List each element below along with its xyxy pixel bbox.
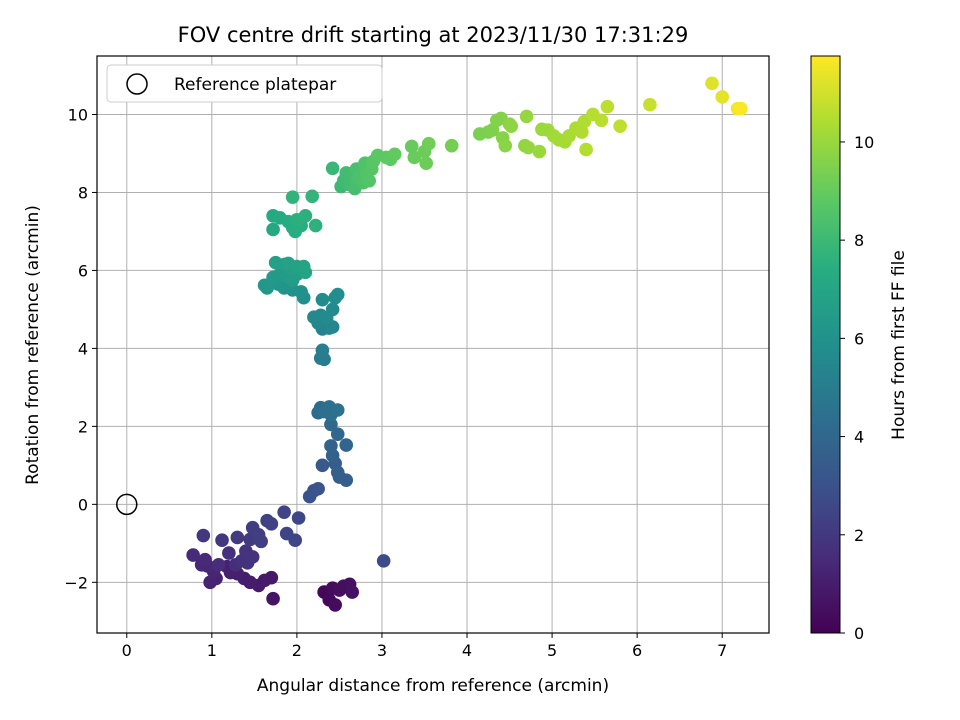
data-point	[215, 533, 229, 548]
data-point	[311, 481, 325, 496]
data-point	[330, 403, 345, 417]
grid-lines	[97, 56, 769, 633]
data-point	[407, 150, 422, 165]
data-point	[285, 190, 300, 204]
y-tick-label: 2	[78, 417, 88, 436]
data-point	[715, 90, 730, 104]
colorbar-tick-label: 0	[854, 624, 864, 643]
y-tick-label: −2	[64, 573, 88, 592]
data-point	[579, 142, 593, 157]
data-point	[330, 427, 345, 441]
data-point	[186, 548, 200, 562]
data-point	[211, 557, 226, 572]
legend: Reference platepar	[106, 64, 383, 103]
data-point	[532, 144, 547, 159]
x-tick-label: 5	[547, 641, 557, 660]
data-point	[613, 119, 627, 133]
y-tick-label: 4	[78, 339, 88, 358]
colorbar-tick-label: 10	[854, 133, 874, 152]
colorbar	[810, 55, 841, 634]
data-point	[387, 147, 402, 162]
data-point	[519, 109, 534, 124]
data-point	[734, 101, 748, 116]
x-axis-ticks: 0 1 2 3 4 5 6 7	[122, 633, 727, 660]
x-tick-label: 3	[377, 641, 387, 660]
data-point	[376, 554, 391, 568]
data-point	[264, 517, 279, 531]
data-point	[305, 189, 320, 204]
data-point	[705, 76, 719, 91]
data-point	[268, 255, 283, 270]
data-point	[575, 125, 589, 139]
data-point	[330, 287, 345, 302]
data-point	[325, 161, 340, 176]
x-tick-label: 1	[207, 641, 217, 660]
data-point	[328, 598, 342, 612]
data-point	[339, 438, 354, 452]
chart-title: FOV centre drift starting at 2023/11/30 …	[178, 23, 689, 47]
data-point	[266, 591, 280, 606]
data-point	[203, 575, 217, 590]
data-point	[600, 99, 615, 114]
data-point	[324, 417, 338, 432]
reference-platepar-marker	[116, 493, 138, 516]
legend-entry: Reference platepar	[174, 75, 336, 95]
data-point	[315, 343, 330, 358]
data-point	[419, 156, 433, 171]
colorbar-tick-label: 2	[854, 526, 864, 545]
data-point	[266, 222, 280, 237]
colorbar-tick-label: 6	[854, 329, 864, 348]
data-point	[643, 97, 657, 112]
colorbar-label: Hours from first FF file	[889, 250, 909, 440]
colorbar-ticks: 0 2 4 6 8 10	[840, 133, 874, 643]
data-point	[315, 292, 330, 307]
x-tick-label: 6	[632, 641, 642, 660]
data-point	[325, 302, 340, 317]
y-tick-label: 8	[78, 183, 88, 202]
data-point	[404, 139, 419, 154]
data-point	[245, 550, 260, 564]
legend-marker	[126, 73, 148, 95]
data-point	[421, 136, 436, 151]
y-tick-label: 6	[78, 261, 88, 280]
y-tick-label: 0	[78, 495, 88, 514]
data-point	[504, 119, 519, 133]
data-point	[288, 533, 302, 548]
data-point	[222, 546, 236, 560]
data-point	[324, 439, 338, 453]
data-point	[330, 465, 345, 480]
y-tick-label: 10	[68, 105, 88, 124]
x-tick-label: 4	[462, 641, 472, 660]
data-point	[498, 138, 513, 153]
data-point	[254, 534, 268, 549]
x-axis-label: Angular distance from reference (arcmin)	[257, 676, 609, 696]
y-axis-label: Rotation from reference (arcmin)	[23, 205, 43, 485]
data-point	[521, 140, 536, 155]
colorbar-tick-label: 4	[854, 428, 864, 447]
x-tick-label: 0	[122, 641, 132, 660]
data-point	[277, 505, 291, 519]
data-point	[362, 173, 377, 188]
data-point	[444, 138, 459, 153]
data-point	[196, 528, 211, 543]
data-point	[308, 218, 323, 233]
data-points	[116, 76, 748, 612]
data-point	[594, 113, 609, 128]
data-point	[291, 511, 306, 525]
x-tick-label: 2	[292, 641, 302, 660]
legend-box	[106, 64, 383, 103]
data-point	[230, 530, 245, 545]
x-tick-label: 7	[717, 641, 727, 660]
data-point	[315, 458, 330, 473]
data-point	[296, 259, 311, 274]
data-point	[298, 209, 313, 223]
colorbar-tick-label: 8	[854, 231, 864, 250]
data-point	[345, 585, 359, 599]
y-axis-ticks: −2 0 2 4 6 8 10	[64, 105, 97, 592]
data-point	[198, 552, 212, 567]
plot-frame	[96, 55, 770, 634]
